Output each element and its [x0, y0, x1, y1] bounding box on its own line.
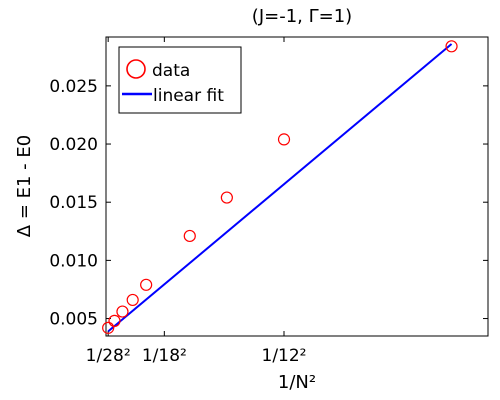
data-point	[277, 133, 291, 146]
data-point	[140, 278, 153, 291]
data-point	[126, 293, 139, 307]
fit-line-layer	[107, 43, 453, 333]
data-point	[445, 40, 458, 53]
data-point	[116, 305, 129, 318]
y-tick-label: 0.005	[49, 310, 98, 330]
x-axis-label: 1/N²	[278, 372, 316, 393]
y-tick-label: 0.020	[49, 135, 98, 155]
data-point	[108, 314, 121, 327]
x-tick-label: 1/28²	[86, 346, 131, 366]
y-tick-label: 0.015	[49, 193, 98, 213]
data-point	[102, 321, 115, 334]
legend-data-label: data	[152, 61, 190, 81]
data-point	[220, 191, 233, 204]
x-tick-label: 1/12²	[262, 346, 307, 366]
y-axis-ticks: 0.005 0.010 0.015 0.020 0.025	[49, 77, 488, 330]
data-point	[183, 229, 196, 243]
chart-title: (J=-1, Γ=1)	[252, 6, 352, 27]
x-tick-label: 1/18²	[142, 346, 187, 366]
x-axis-ticks: 1/28² 1/18² 1/12²	[86, 37, 307, 366]
legend-fit-label: linear fit	[153, 86, 224, 106]
y-tick-label: 0.010	[49, 251, 98, 271]
data-points-layer	[102, 40, 458, 334]
linear-fit-line	[107, 43, 453, 333]
y-tick-label: 0.025	[49, 77, 98, 97]
legend: data linear fit	[118, 46, 242, 114]
y-axis-label: Δ = E1 - E0	[14, 135, 35, 237]
legend-data-marker	[126, 59, 146, 79]
legend-frame	[118, 46, 242, 114]
